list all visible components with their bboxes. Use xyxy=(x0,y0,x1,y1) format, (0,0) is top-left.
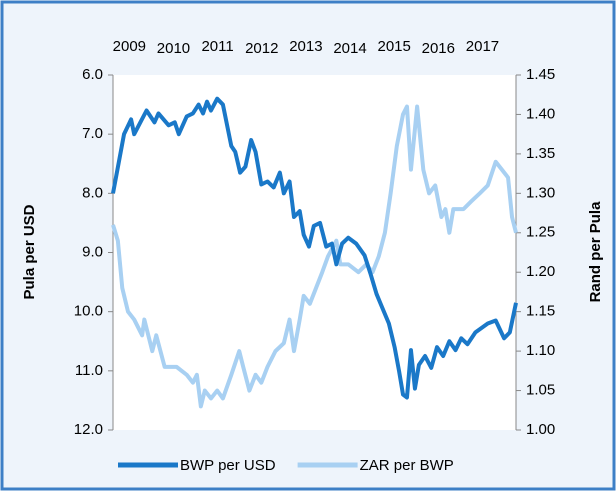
y-tick-label: 11.0 xyxy=(75,362,103,379)
y2-tick-label: 1.20 xyxy=(526,263,555,280)
series-line xyxy=(111,96,518,400)
y2-tick-label: 1.25 xyxy=(526,224,555,241)
y2-tick-label: 1.00 xyxy=(526,421,555,438)
y-axis-title: Pula per USD xyxy=(21,204,38,299)
y2-tick-label: 1.10 xyxy=(526,342,555,359)
y2-tick-label: 1.30 xyxy=(526,184,555,201)
x-tick-label: 2015 xyxy=(377,38,410,55)
x-tick-label: 2011 xyxy=(201,38,233,55)
y-tick-label: 8.0 xyxy=(82,184,103,201)
y2-tick-label: 1.45 xyxy=(526,66,555,83)
x-tick-label: 2009 xyxy=(113,38,146,55)
y2-axis-title: Rand per Pula xyxy=(587,201,604,303)
x-tick-label: 2012 xyxy=(245,40,278,57)
x-tick-label: 2013 xyxy=(289,38,322,55)
y-tick-label: 9.0 xyxy=(82,243,103,260)
plot-area xyxy=(113,75,516,430)
legend-label: BWP per USD xyxy=(180,457,276,474)
y-tick-label: 6.0 xyxy=(82,66,103,83)
legend-label: ZAR per BWP xyxy=(360,457,454,474)
x-tick-label: 2017 xyxy=(466,38,499,55)
y2-tick-label: 1.35 xyxy=(526,145,555,162)
x-tick-label: 2014 xyxy=(333,40,366,57)
x-tick-label: 2016 xyxy=(422,40,455,57)
y2-tick-label: 1.05 xyxy=(526,382,555,399)
y-tick-label: 10.0 xyxy=(74,303,103,320)
y-tick-label: 7.0 xyxy=(82,125,103,142)
y2-tick-label: 1.40 xyxy=(526,105,555,122)
y-tick-label: 12.0 xyxy=(74,421,103,438)
series-line xyxy=(111,104,518,409)
y2-tick-label: 1.15 xyxy=(526,303,555,320)
x-tick-label: 2010 xyxy=(157,40,190,57)
